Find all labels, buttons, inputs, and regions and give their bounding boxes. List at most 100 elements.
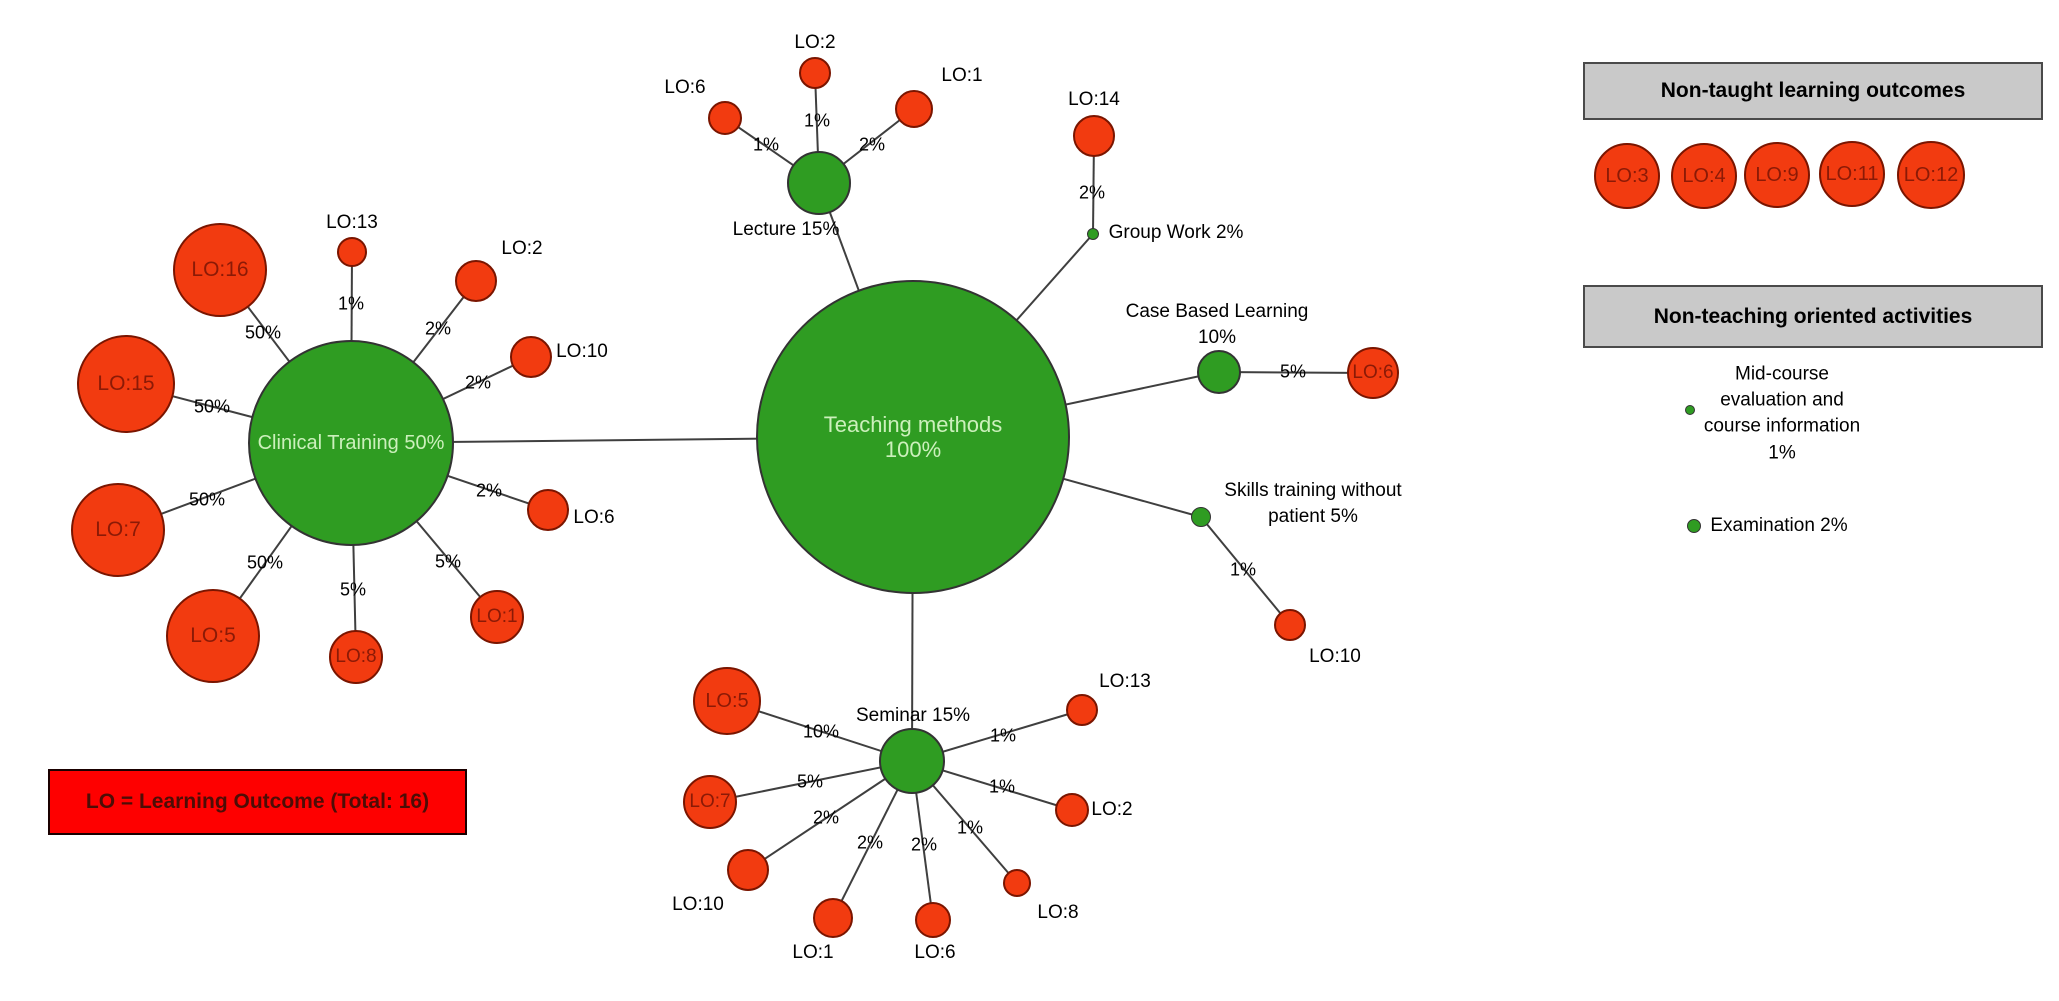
non-teaching-activities-title: Non-teaching oriented activities — [1653, 304, 1973, 328]
node-label-lo11: LO:11 — [1825, 162, 1879, 185]
lecture-lo6-label: LO:6 — [664, 76, 706, 98]
node-label-lo6-cbl: LO:6 — [1352, 362, 1394, 384]
groupwork-label: Group Work 2% — [1108, 221, 1244, 243]
node-lo1-sem — [813, 898, 853, 938]
lecture-lo2-label: LO:2 — [794, 31, 836, 53]
lo-legend-text: LO = Learning Outcome (Total: 16) — [85, 790, 430, 813]
clinical-lo2-label: LO:2 — [501, 237, 543, 259]
node-lo2-lec — [799, 57, 831, 89]
node-label-lo5-cli: LO:5 — [190, 623, 236, 647]
lo14-label: LO:14 — [1068, 88, 1120, 110]
node-lo5-cli: LO:5 — [166, 589, 260, 683]
node-groupwork — [1087, 228, 1099, 240]
node-label-lo5-sem: LO:5 — [705, 689, 749, 712]
seminar-lo8-label: LO:8 — [1037, 901, 1079, 923]
edge-label-clinical-lo5-cli: 50% — [246, 552, 284, 573]
edge-label-clinical-lo13-cli: 1% — [337, 293, 365, 314]
edge-label-clinical-lo2-cli: 2% — [424, 318, 452, 339]
node-lo6-cli — [527, 489, 569, 531]
edge-label-lecture-lo6-lec: 1% — [752, 134, 780, 155]
edge-label-seminar-lo1-sem: 2% — [856, 832, 884, 853]
node-label-lo3: LO:3 — [1605, 164, 1649, 187]
seminar-lo6-label: LO:6 — [914, 941, 956, 963]
node-lo8-cli: LO:8 — [329, 630, 383, 684]
edge-label-lecture-lo2-lec: 1% — [803, 110, 831, 131]
clinical-lo6-label: LO:6 — [573, 506, 615, 528]
node-lo10-skl — [1274, 609, 1306, 641]
node-clinical: Clinical Training 50% — [248, 340, 454, 546]
node-lo6-cbl: LO:6 — [1347, 347, 1399, 399]
node-lecture — [787, 151, 851, 215]
node-label-lo4: LO:4 — [1682, 164, 1726, 187]
non-teaching-activities-header: Non-teaching oriented activities — [1583, 285, 2043, 348]
node-label-lo8-cli: LO:8 — [335, 646, 377, 668]
node-lo7-sem: LO:7 — [683, 775, 737, 829]
edge-label-clinical-lo10-cli: 2% — [464, 372, 492, 393]
examination-label: Examination 2% — [1710, 514, 1848, 536]
node-skills — [1191, 507, 1211, 527]
node-lo5-sem: LO:5 — [693, 667, 761, 735]
edge-label-cbl-lo6-cbl: 5% — [1279, 361, 1307, 382]
node-midcourse — [1685, 405, 1695, 415]
node-cbl — [1197, 350, 1241, 394]
node-label-lo7-cli: LO:7 — [95, 517, 141, 541]
lo-legend-box: LO = Learning Outcome (Total: 16) — [48, 769, 467, 835]
node-seminar — [879, 728, 945, 794]
node-label-lo16: LO:16 — [191, 257, 249, 281]
node-lo13-sem — [1066, 694, 1098, 726]
seminar-lo1-label: LO:1 — [792, 941, 834, 963]
node-label-clinical: Clinical Training 50% — [257, 431, 445, 454]
seminar-label: Seminar 15% — [855, 704, 971, 726]
node-lo6-lec — [708, 101, 742, 135]
edge-label-clinical-lo6-cli: 2% — [475, 480, 503, 501]
edge-label-seminar-lo7-sem: 5% — [796, 771, 824, 792]
clinical-lo10-label: LO:10 — [556, 340, 608, 362]
node-lo2-cli — [455, 260, 497, 302]
midcourse-label: Mid-course evaluation and course informa… — [1703, 363, 1861, 464]
node-exam — [1687, 519, 1701, 533]
node-lo10-sem — [727, 849, 769, 891]
node-lo11: LO:11 — [1819, 141, 1885, 207]
node-lo16: LO:16 — [173, 223, 267, 317]
node-lo3: LO:3 — [1594, 143, 1660, 209]
edge-label-seminar-lo2-sem: 1% — [988, 776, 1016, 797]
edge-label-lecture-lo1-lec: 2% — [858, 134, 886, 155]
edge-label-clinical-lo1-cli: 5% — [434, 551, 462, 572]
seminar-lo10-label: LO:10 — [672, 893, 724, 915]
lecture-lo1-label: LO:1 — [941, 64, 983, 86]
node-lo4: LO:4 — [1671, 143, 1737, 209]
clinical-lo13-label: LO:13 — [326, 211, 378, 233]
node-lo8-sem — [1003, 869, 1031, 897]
node-teaching: Teaching methods 100% — [756, 280, 1070, 594]
non-taught-outcomes-title: Non-taught learning outcomes — [1660, 79, 1966, 102]
non-taught-outcomes-header: Non-taught learning outcomes — [1583, 62, 2043, 120]
edge-label-groupwork-lo14: 2% — [1078, 182, 1106, 203]
edge-label-clinical-lo15: 50% — [193, 396, 231, 417]
node-lo12: LO:12 — [1897, 141, 1965, 209]
edge-label-clinical-lo16: 50% — [244, 322, 282, 343]
node-lo14 — [1073, 115, 1115, 157]
node-lo6-sem — [915, 902, 951, 938]
node-lo2-sem — [1055, 793, 1089, 827]
edge-label-clinical-lo7-cli: 50% — [188, 489, 226, 510]
seminar-lo13-label: LO:13 — [1099, 670, 1151, 692]
node-lo1-lec — [895, 90, 933, 128]
edge-label-clinical-lo8-cli: 5% — [339, 579, 367, 600]
node-lo7-cli: LO:7 — [71, 483, 165, 577]
node-label-lo15: LO:15 — [97, 371, 155, 395]
seminar-lo2-label: LO:2 — [1091, 798, 1133, 820]
cbl-label: Case Based Learning 10% — [1125, 300, 1309, 348]
skills-lo10-label: LO:10 — [1309, 645, 1361, 667]
node-label-lo7-sem: LO:7 — [689, 791, 731, 813]
node-label-lo12: LO:12 — [1903, 163, 1959, 186]
node-label-lo9: LO:9 — [1755, 163, 1799, 186]
edge-seminar-lo7-sem — [709, 760, 913, 803]
edge-label-seminar-lo13-sem: 1% — [989, 725, 1017, 746]
node-lo9: LO:9 — [1744, 142, 1810, 208]
edge-label-seminar-lo8-sem: 1% — [956, 817, 984, 838]
node-lo15: LO:15 — [77, 335, 175, 433]
skills-label: Skills training without patient 5% — [1224, 479, 1402, 527]
node-lo10-cli — [510, 336, 552, 378]
edge-label-seminar-lo10-sem: 2% — [812, 807, 840, 828]
edge-label-seminar-lo5-sem: 10% — [802, 721, 840, 742]
